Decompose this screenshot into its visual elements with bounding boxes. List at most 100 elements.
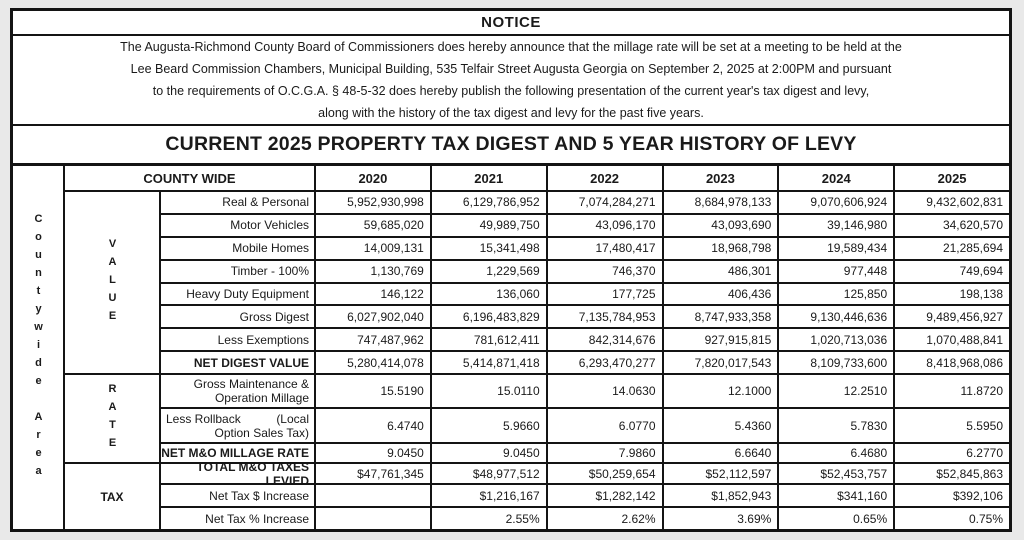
row-label-net-mo-millage-rate: NET M&O MILLAGE RATE	[161, 444, 314, 462]
value-cell: 6.2770	[895, 444, 1009, 462]
value-cell: $52,845,863	[895, 464, 1009, 483]
value-cell: 18,968,798	[663, 237, 778, 259]
row-label-total-mo-taxes-levied: TOTAL M&O TAXES LEVIED	[161, 464, 314, 483]
value-cell	[316, 485, 430, 506]
value-cell: 12.2510	[779, 375, 894, 407]
value-cell: 0.75%	[895, 508, 1009, 529]
section-tax: TAX	[65, 464, 159, 529]
value-cell: 9,489,456,927	[895, 306, 1009, 328]
notice-line: along with the history of the tax digest…	[318, 106, 704, 120]
value-cell: $47,761,345	[316, 464, 430, 483]
row-label-part: (Local	[276, 411, 309, 426]
value-cell: 747,487,962	[316, 329, 430, 351]
notice-document: NOTICE The Augusta-Richmond County Board…	[10, 8, 1012, 532]
value-cell: 1,070,488,841	[895, 329, 1009, 351]
section-tax-label: TAX	[100, 489, 124, 504]
value-cell: 6,129,786,952	[431, 192, 546, 213]
value-cell	[316, 508, 430, 529]
value-cell: 14.0630	[547, 375, 662, 407]
value-cell: 5,414,871,418	[431, 352, 546, 373]
value-cell: $1,216,167	[431, 485, 546, 506]
section-value: VALUE	[65, 192, 159, 373]
value-cell: 6.4680	[779, 444, 894, 462]
value-cell: 9,432,602,831	[895, 192, 1009, 213]
value-cell: 5.5950	[895, 409, 1009, 442]
row-label-gross-digest: Gross Digest	[161, 306, 314, 328]
value-cell: $341,160	[779, 485, 894, 506]
row-label-less-rollback: Less Rollback (Local Option Sales Tax)	[161, 409, 314, 442]
value-cell: 1,229,569	[431, 260, 546, 282]
value-cell: 977,448	[779, 260, 894, 282]
value-cell: $52,453,757	[779, 464, 894, 483]
value-cell: 12.1000	[663, 375, 778, 407]
value-cell: $1,852,943	[663, 485, 778, 506]
row-label-line: Less Rollback (Local	[161, 412, 309, 426]
value-cell: 43,096,170	[547, 214, 662, 236]
year-header-2022: 2022	[547, 166, 662, 190]
value-cell: 0.65%	[779, 508, 894, 529]
value-cell: 8,684,978,133	[663, 192, 778, 213]
value-cell: 6,196,483,829	[431, 306, 546, 328]
value-cell: 8,109,733,600	[779, 352, 894, 373]
value-cell: 749,694	[895, 260, 1009, 282]
row-label-less-exemptions: Less Exemptions	[161, 329, 314, 351]
value-cell: 5.7830	[779, 409, 894, 442]
value-cell: 2.62%	[547, 508, 662, 529]
section-value-label: VALUE	[106, 237, 119, 328]
row-label-part: Less Rollback	[166, 411, 241, 426]
value-cell: 3.69%	[663, 508, 778, 529]
year-header-2020: 2020	[316, 166, 430, 190]
value-cell: 198,138	[895, 283, 1009, 305]
value-cell: 8,418,968,086	[895, 352, 1009, 373]
row-label-net-tax-percent-increase: Net Tax % Increase	[161, 508, 314, 529]
value-cell: 7,074,284,271	[547, 192, 662, 213]
value-cell: 49,989,750	[431, 214, 546, 236]
value-cell: 14,009,131	[316, 237, 430, 259]
value-cell: 34,620,570	[895, 214, 1009, 236]
notice-line: Lee Beard Commission Chambers, Municipal…	[130, 62, 892, 76]
area-strip-label: Countywide Area	[32, 212, 45, 483]
value-cell: 6.6640	[663, 444, 778, 462]
value-cell: 781,612,411	[431, 329, 546, 351]
value-cell: 1,130,769	[316, 260, 430, 282]
value-cell: $392,106	[895, 485, 1009, 506]
value-cell: 5,952,930,998	[316, 192, 430, 213]
value-cell: 9.0450	[316, 444, 430, 462]
value-cell: 7,820,017,543	[663, 352, 778, 373]
value-cell: 15,341,498	[431, 237, 546, 259]
value-cell: 11.8720	[895, 375, 1009, 407]
value-cell: $1,282,142	[547, 485, 662, 506]
value-cell: 8,747,933,358	[663, 306, 778, 328]
value-cell: 59,685,020	[316, 214, 430, 236]
value-cell: 5.4360	[663, 409, 778, 442]
value-cell: $50,259,654	[547, 464, 662, 483]
row-label-line: Gross Maintenance &	[193, 377, 309, 391]
row-label-heavy-duty-equipment: Heavy Duty Equipment	[161, 283, 314, 305]
value-cell: 9,130,446,636	[779, 306, 894, 328]
row-label-mobile-homes: Mobile Homes	[161, 237, 314, 259]
value-cell: 146,122	[316, 283, 430, 305]
notice-line: to the requirements of O.C.G.A. § 48-5-3…	[152, 84, 870, 98]
value-cell: 746,370	[547, 260, 662, 282]
value-cell: 6.0770	[547, 409, 662, 442]
notice-header: NOTICE	[13, 11, 1009, 36]
value-cell: 927,915,815	[663, 329, 778, 351]
value-cell: 43,093,690	[663, 214, 778, 236]
row-label-line: Option Sales Tax)	[214, 425, 310, 440]
value-cell: 5,280,414,078	[316, 352, 430, 373]
notice-title: NOTICE	[481, 14, 541, 31]
value-cell: 125,850	[779, 283, 894, 305]
year-header-2024: 2024	[779, 166, 894, 190]
value-cell: 136,060	[431, 283, 546, 305]
section-rate: RATE	[65, 375, 159, 462]
value-cell: 39,146,980	[779, 214, 894, 236]
value-cell: 486,301	[663, 260, 778, 282]
value-cell: 6,293,470,277	[547, 352, 662, 373]
value-cell: 2.55%	[431, 508, 546, 529]
value-cell: 15.5190	[316, 375, 430, 407]
value-cell: 406,436	[663, 283, 778, 305]
row-label-net-digest-value: NET DIGEST VALUE	[161, 352, 314, 373]
value-cell: 5.9660	[431, 409, 546, 442]
value-cell: 15.0110	[431, 375, 546, 407]
year-header-2023: 2023	[663, 166, 778, 190]
